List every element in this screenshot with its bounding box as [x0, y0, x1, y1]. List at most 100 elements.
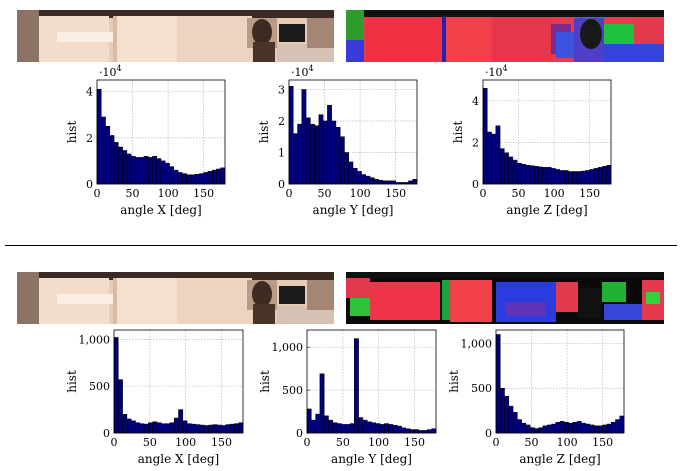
histogram-bar [431, 428, 437, 434]
x-axis-label: angle Y [deg] [313, 203, 394, 217]
histogram-bar [182, 420, 188, 434]
plot-frame [306, 329, 437, 434]
histogram-bar [585, 423, 591, 434]
histogram-bar [135, 422, 141, 434]
histogram-bar [542, 425, 548, 434]
plot-frame [288, 79, 418, 185]
x-axis-label: angle X [deg] [138, 452, 220, 466]
histogram-bar [225, 424, 231, 434]
histogram-bar [165, 162, 170, 185]
x-tick-label: 50 [525, 436, 539, 449]
histogram-bar [139, 423, 145, 434]
histogram-bar [529, 427, 535, 434]
histogram-bar [186, 174, 192, 185]
histogram-bar [409, 429, 415, 434]
histogram-bar [322, 120, 328, 185]
histogram-bar [305, 117, 311, 185]
histogram-bar [499, 148, 505, 185]
histogram-bar [371, 422, 377, 434]
histogram-bar [130, 156, 136, 185]
y-scale-exponent-power: 4 [117, 64, 122, 73]
y-axis-label: hist [65, 121, 79, 144]
histogram-bar [122, 414, 128, 434]
y-tick-label: 2 [278, 115, 285, 128]
histogram-bar [126, 153, 132, 185]
histogram-bar [130, 420, 136, 434]
panorama-photo-bottom-graphic [17, 272, 334, 324]
histogram-bar [593, 425, 599, 434]
histogram-chart: 0 50 100 150 0 1 2 3 angle Y [deg] hist ·104 [257, 64, 418, 217]
histogram-bar [491, 133, 497, 185]
histogram-bar [619, 415, 625, 434]
histogram-bar [525, 424, 531, 434]
x-tick-label: 50 [126, 187, 140, 200]
histogram-bar [109, 135, 115, 185]
histogram-bar [161, 423, 166, 434]
y-tick-label: 4 [86, 86, 93, 99]
histogram-bar [564, 422, 569, 434]
histogram-bar [508, 405, 514, 434]
histogram-bar [525, 165, 531, 185]
histogram-bar [318, 114, 324, 185]
histogram-bar [216, 424, 222, 434]
x-tick-label: 0 [304, 436, 311, 449]
x-tick-label: 0 [480, 187, 487, 200]
x-tick-label: 150 [592, 436, 613, 449]
histogram-bar [602, 424, 608, 434]
histogram-bar [568, 171, 573, 185]
histogram-bar [297, 123, 303, 185]
histogram-bar [615, 419, 620, 434]
histogram-bar [148, 422, 153, 434]
histogram-bar [105, 125, 111, 185]
histogram-bar [221, 425, 227, 434]
histogram-bar [559, 421, 565, 434]
histogram-chart: 0 50 100 150 0 2 4 angle Z [deg] hist ·104 [451, 64, 612, 217]
normal-map-top [346, 10, 664, 62]
x-tick-label: 100 [350, 187, 371, 200]
histogram-bar [504, 152, 509, 185]
y-tick-label: 3 [278, 83, 285, 96]
histogram-bar [606, 165, 612, 185]
histogram-bar [500, 387, 505, 434]
histogram-bar [345, 424, 351, 434]
histogram-bar [169, 166, 175, 185]
normal-map-bottom [346, 272, 664, 324]
y-scale-exponent-power: 4 [309, 64, 314, 73]
panorama-photo-top-graphic [17, 10, 334, 62]
histogram-bar [357, 171, 362, 185]
y-scale-exponent: ·104 [99, 64, 122, 79]
histogram-bar [306, 408, 312, 434]
x-tick-label: 150 [404, 436, 425, 449]
histogram-bar [533, 166, 539, 185]
histogram-bar [572, 171, 578, 185]
histogram-bar [220, 167, 226, 185]
histogram-bar [374, 179, 379, 185]
histogram-bar [559, 170, 565, 185]
histogram-bar [169, 422, 175, 434]
histogram-bar [152, 421, 158, 434]
histogram-bar [182, 173, 187, 185]
histogram-bar [534, 428, 539, 434]
y-axis-label: hist [451, 121, 465, 144]
histogram-bar [606, 423, 612, 434]
histogram-bar [487, 131, 492, 185]
histogram-bar [391, 180, 396, 185]
histogram-bar [397, 425, 402, 434]
histogram-bar [311, 419, 316, 434]
histogram-bar [517, 419, 522, 434]
y-axis-label: hist [65, 370, 79, 393]
histogram-bar [332, 422, 338, 434]
histogram-bar [354, 338, 359, 434]
histogram-bar [139, 157, 145, 185]
y-tick-label: 0 [278, 178, 285, 191]
histogram-bar [427, 429, 432, 434]
x-tick-label: 150 [579, 187, 600, 200]
x-tick-label: 0 [111, 436, 118, 449]
x-axis-label: angle Y [deg] [331, 452, 412, 466]
x-tick-label: 100 [557, 436, 578, 449]
histogram-bar [195, 424, 201, 434]
histogram-bar [208, 424, 214, 434]
histogram-bar [96, 88, 102, 185]
y-scale-exponent-power: 4 [503, 64, 508, 73]
histogram-bar [165, 423, 171, 434]
